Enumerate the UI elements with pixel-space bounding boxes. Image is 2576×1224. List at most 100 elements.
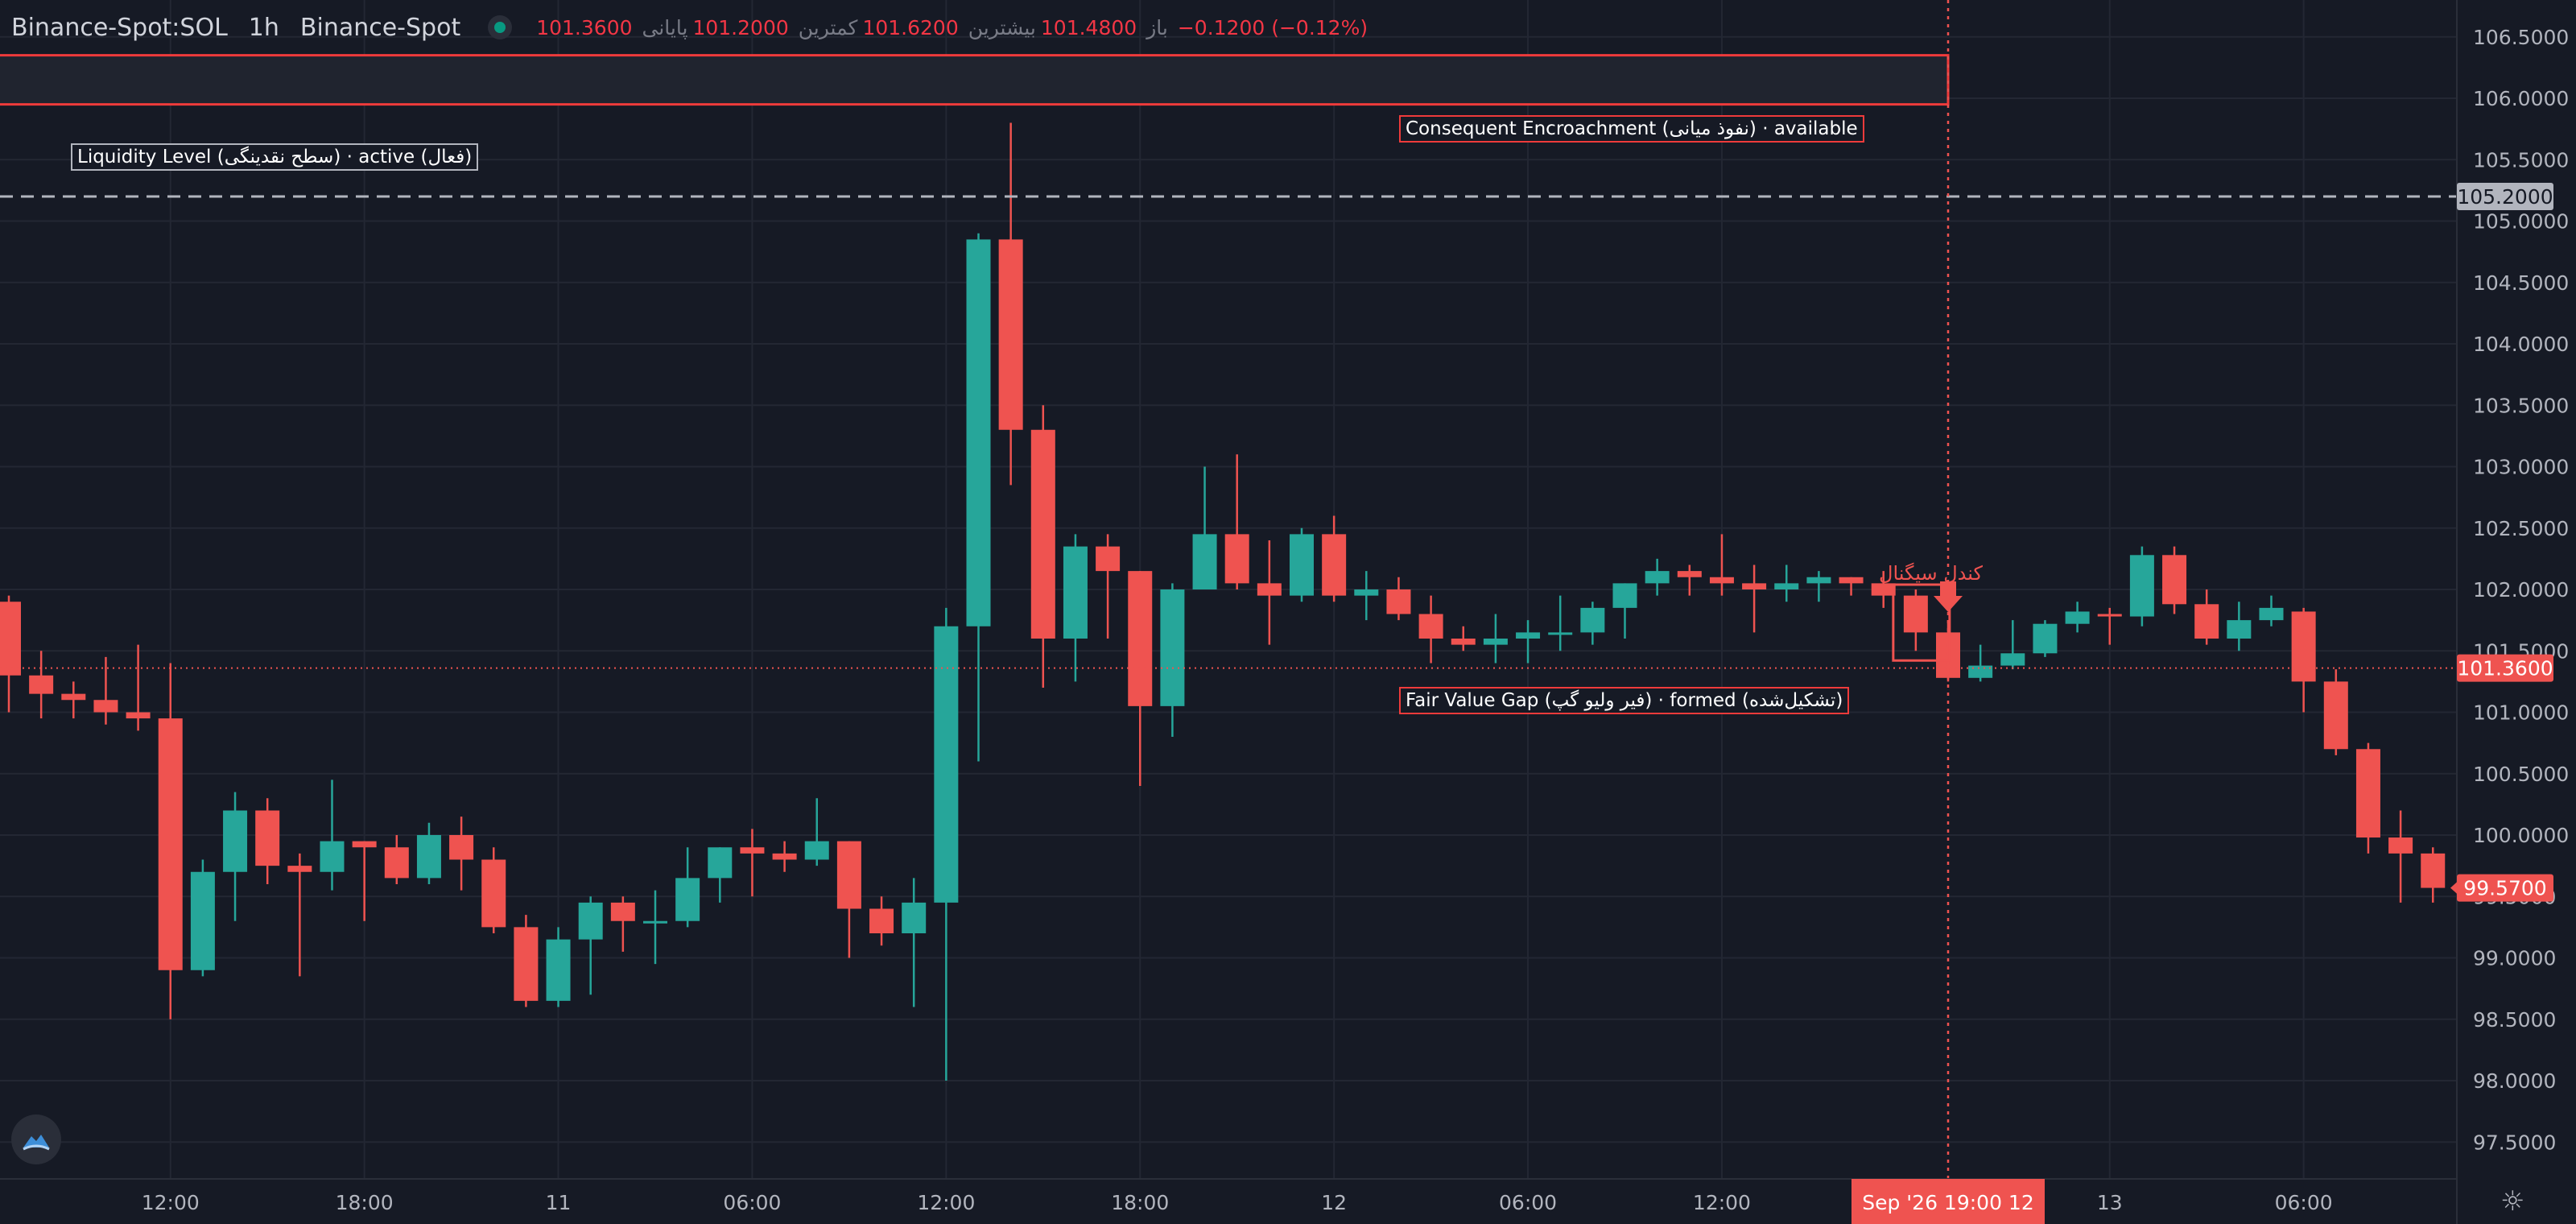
fair-value-gap-label: Fair Value Gap (فیر ولیو گپ) · formed (ت…	[1399, 687, 1850, 714]
candle-down[interactable]	[449, 817, 474, 891]
candle-down[interactable]	[29, 651, 54, 719]
cloud-logo-icon[interactable]	[11, 1114, 61, 1164]
candle-down[interactable]	[126, 644, 151, 731]
candle-down[interactable]	[1903, 589, 1928, 651]
candle-down[interactable]	[1386, 577, 1411, 621]
candle-down[interactable]	[1096, 534, 1121, 639]
candle-body	[1774, 583, 1799, 589]
candle-up[interactable]	[1516, 620, 1541, 664]
candle-down[interactable]	[998, 122, 1023, 486]
candle-up[interactable]	[190, 859, 215, 977]
candle-down[interactable]	[2388, 810, 2413, 903]
candle-up[interactable]	[2065, 602, 2090, 633]
candle-up[interactable]	[1645, 558, 1670, 596]
candle-up[interactable]	[708, 847, 733, 903]
symbol-name[interactable]: Binance-Spot:SOL	[11, 13, 228, 42]
candle-up[interactable]	[2259, 595, 2284, 626]
candle-up[interactable]	[2000, 620, 2025, 670]
candle-up[interactable]	[1968, 644, 1993, 682]
candle-down[interactable]	[61, 681, 86, 719]
candle-down[interactable]	[2194, 589, 2219, 645]
candle-up[interactable]	[1192, 466, 1217, 590]
candle-down[interactable]	[1322, 515, 1347, 602]
candle-up[interactable]	[1290, 527, 1314, 602]
candle-down[interactable]	[836, 841, 861, 958]
candle-up[interactable]	[934, 607, 959, 1081]
time-tick-label: 06:00	[723, 1191, 781, 1214]
candle-down[interactable]	[2421, 847, 2446, 903]
candle-down[interactable]	[158, 663, 183, 1019]
candle-up[interactable]	[675, 847, 700, 928]
candle-up[interactable]	[643, 890, 667, 965]
candle-body	[1548, 632, 1573, 635]
candle-up[interactable]	[1548, 595, 1573, 651]
price-badges: 105.2000 101.3600 99.5700	[2450, 183, 2553, 902]
candles[interactable]	[0, 122, 2446, 1081]
time-axis[interactable]: 12:00 18:00 11 06:00 12:00 18:00 12 06:00 12:00 1…	[142, 1191, 2333, 1214]
candle-down[interactable]	[1224, 454, 1249, 589]
candle-up[interactable]	[1580, 602, 1605, 645]
candle-down[interactable]	[1677, 564, 1702, 596]
candle-up[interactable]	[2129, 546, 2154, 626]
candle-down[interactable]	[2291, 607, 2316, 713]
candle-up[interactable]	[1806, 571, 1831, 602]
candle-up[interactable]	[1774, 564, 1799, 602]
candle-down[interactable]	[2162, 546, 2187, 614]
candle-up[interactable]	[223, 792, 248, 921]
candle-up[interactable]	[1483, 614, 1508, 664]
exchange-name[interactable]: Binance-Spot	[299, 13, 461, 42]
candle-down[interactable]	[93, 656, 118, 725]
candle-body	[1354, 589, 1379, 596]
timeframe[interactable]: 1h	[248, 13, 279, 42]
high-label: بیشترین	[968, 15, 1036, 39]
candle-body	[1418, 614, 1443, 639]
candle-down[interactable]	[514, 915, 539, 1007]
candle-down[interactable]	[2355, 742, 2380, 854]
candle-down[interactable]	[1742, 564, 1767, 633]
candle-down[interactable]	[287, 853, 312, 977]
candle-down[interactable]	[384, 835, 409, 884]
price-badge-bg	[2457, 183, 2553, 210]
candle-up[interactable]	[1354, 571, 1379, 621]
candle-down[interactable]	[0, 595, 21, 713]
candle-up[interactable]	[416, 822, 441, 884]
candle-down[interactable]	[869, 896, 894, 946]
price-tick-label: 105.0000	[2473, 210, 2569, 234]
candle-down[interactable]	[1451, 626, 1476, 651]
candle-up[interactable]	[1160, 583, 1185, 737]
candle-down[interactable]	[352, 841, 377, 921]
candle-down[interactable]	[2097, 607, 2122, 645]
candle-up[interactable]	[578, 896, 603, 995]
candle-down[interactable]	[610, 896, 635, 952]
candle-down[interactable]	[1418, 595, 1443, 664]
candle-up[interactable]	[804, 798, 829, 866]
candle-up[interactable]	[2227, 602, 2252, 651]
down-arrow-icon	[1934, 581, 1963, 612]
candle-down[interactable]	[1128, 571, 1153, 786]
candle-up[interactable]	[902, 878, 927, 1007]
candle-body	[2000, 653, 2025, 666]
candle-down[interactable]	[481, 847, 506, 933]
candle-up[interactable]	[546, 927, 571, 1007]
candle-down[interactable]	[1030, 405, 1055, 688]
candle-body	[1386, 589, 1411, 614]
candle-down[interactable]	[772, 841, 797, 872]
candle-down[interactable]	[2323, 669, 2348, 755]
candle-up[interactable]	[2033, 620, 2058, 657]
candle-body	[2065, 611, 2090, 624]
candle-down[interactable]	[740, 829, 765, 897]
candle-up[interactable]	[1612, 583, 1637, 639]
candle-up[interactable]	[966, 233, 991, 762]
price-axis[interactable]: 97.500098.000098.500099.000099.5000100.0…	[2473, 26, 2569, 1155]
candle-body	[126, 712, 151, 719]
gear-icon[interactable]: ☼	[2500, 1185, 2525, 1218]
candle-body	[1192, 534, 1217, 589]
candle-down[interactable]	[1257, 540, 1282, 645]
candle-up[interactable]	[1063, 534, 1088, 682]
candle-down[interactable]	[1709, 534, 1734, 596]
candle-down[interactable]	[1839, 577, 1864, 596]
candle-down[interactable]	[1871, 571, 1896, 608]
candle-down[interactable]	[255, 798, 280, 884]
candle-up[interactable]	[320, 779, 345, 891]
